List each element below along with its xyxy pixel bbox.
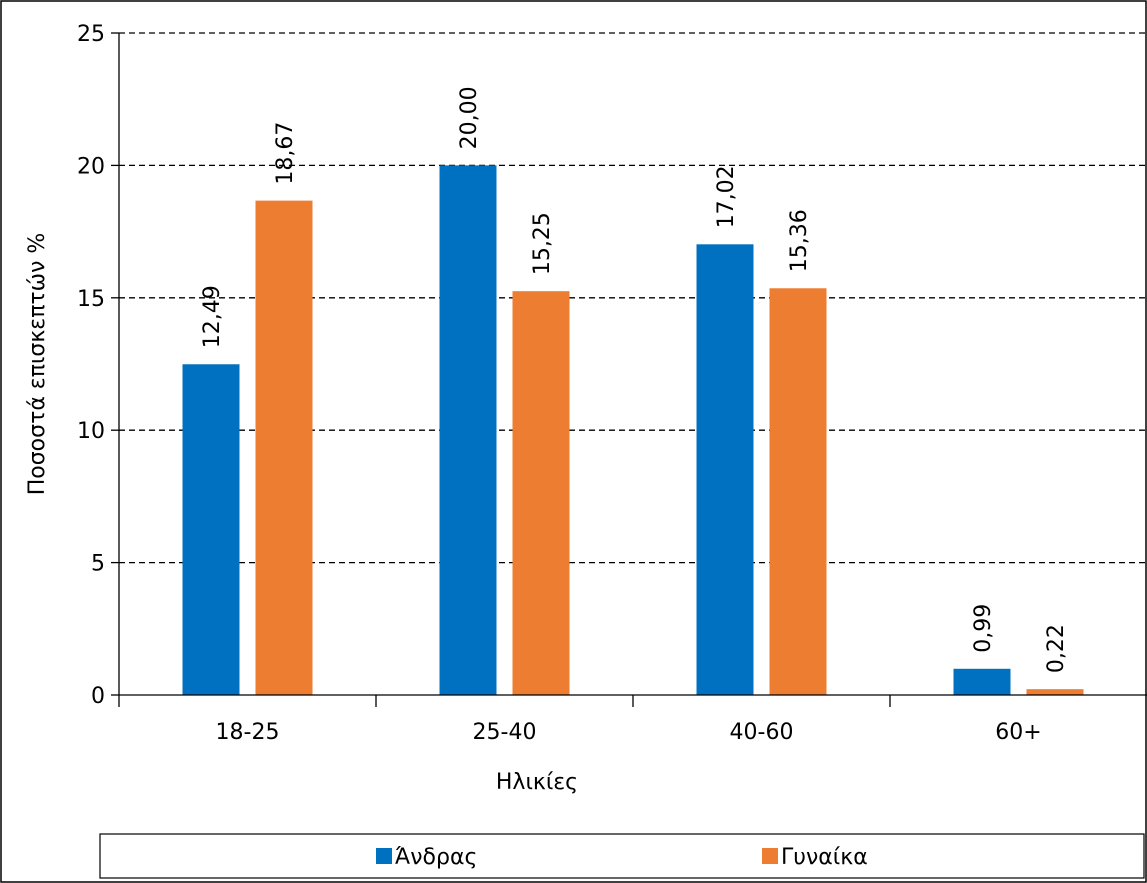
- y-tick-label: 10: [77, 419, 105, 444]
- data-label: 15,36: [787, 209, 812, 272]
- bar-male: [696, 244, 754, 695]
- y-tick-label: 15: [77, 287, 105, 312]
- data-label: 0,22: [1044, 624, 1069, 673]
- bar-female: [512, 291, 570, 695]
- bar-male: [439, 165, 497, 695]
- bar-female: [255, 200, 313, 695]
- x-tick-label: 18-25: [216, 720, 280, 745]
- legend-box: [99, 833, 1145, 879]
- x-tick-label: 25-40: [473, 720, 537, 745]
- legend-label-male: Άνδρας: [395, 845, 477, 870]
- y-tick-labels: 0 5 10 15 20 25: [77, 22, 105, 709]
- x-tick-labels: 18-25 25-40 40-60 60+: [216, 720, 1042, 745]
- x-axis-title: Ηλικίες: [496, 770, 578, 795]
- bars: [182, 165, 1084, 695]
- bar-female: [769, 288, 827, 695]
- x-tick-label: 40-60: [730, 720, 794, 745]
- data-label: 0,99: [971, 604, 996, 653]
- legend-swatch-female: [762, 848, 778, 864]
- legend: Άνδρας Γυναίκα: [99, 833, 1145, 879]
- data-label: 15,25: [530, 212, 555, 275]
- data-label: 18,67: [273, 122, 298, 185]
- y-tick-label: 20: [77, 154, 105, 179]
- data-label: 12,49: [200, 285, 225, 348]
- x-tick-label: 60+: [995, 720, 1041, 745]
- y-axis-title: Ποσοστά επισκεπτών %: [25, 233, 50, 496]
- legend-swatch-male: [376, 848, 392, 864]
- axes: [111, 32, 1147, 707]
- data-label: 20,00: [457, 86, 482, 149]
- data-labels: 12,49 18,67 20,00 15,25 17,02 15,36 0,99 0,22: [200, 86, 1069, 673]
- bar-male: [182, 364, 240, 695]
- bar-male: [953, 668, 1011, 695]
- y-tick-label: 0: [91, 684, 105, 709]
- data-label: 17,02: [714, 165, 739, 228]
- legend-label-female: Γυναίκα: [781, 845, 868, 870]
- bar-female: [1026, 689, 1084, 695]
- y-tick-label: 25: [77, 22, 105, 47]
- y-tick-label: 5: [91, 552, 105, 577]
